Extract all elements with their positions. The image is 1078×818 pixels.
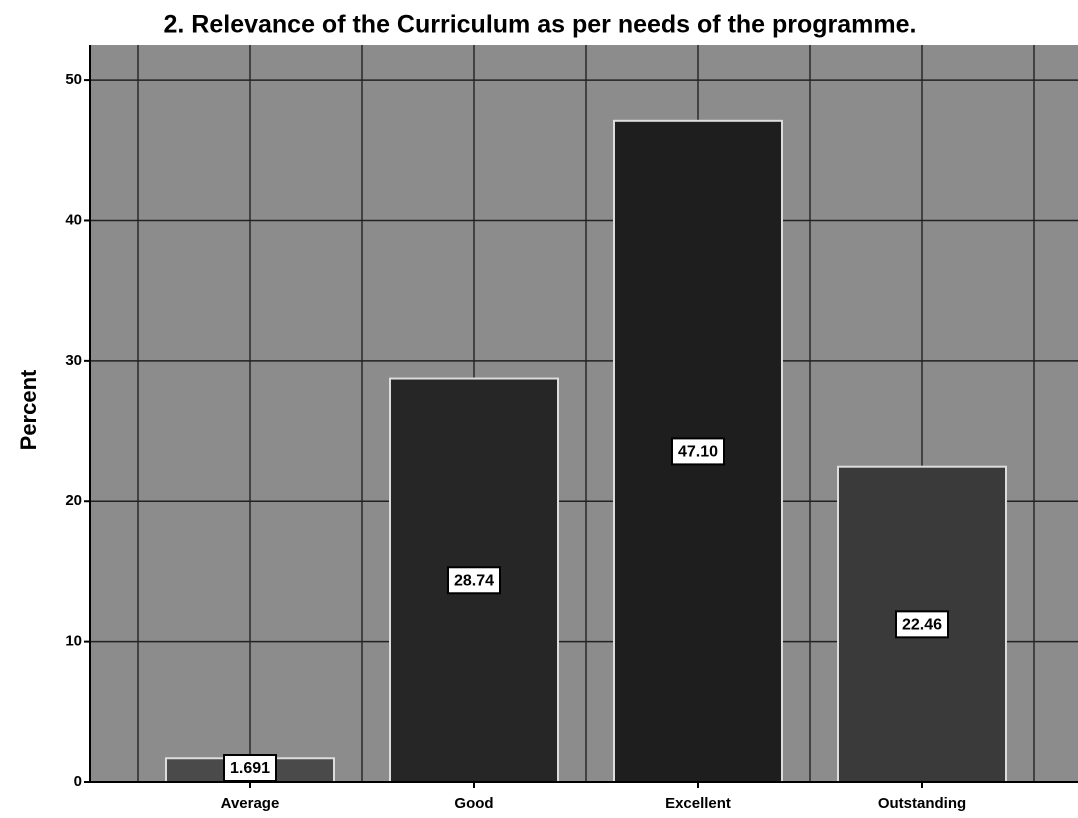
y-tick-label: 50 — [65, 71, 82, 88]
x-tick-label: Average — [221, 795, 280, 812]
chart-title: 2. Relevance of the Curriculum as per ne… — [164, 11, 917, 39]
value-label-box — [895, 610, 949, 639]
y-tick-label: 30 — [65, 352, 82, 369]
value-label-box — [671, 437, 725, 466]
value-label: 1.691 — [230, 760, 270, 777]
value-label: 47.10 — [678, 444, 718, 461]
value-label-box — [223, 754, 277, 782]
value-label: 28.74 — [454, 572, 494, 589]
y-tick-label: 0 — [74, 773, 82, 790]
x-tick-label: Good — [454, 795, 493, 812]
value-label-box — [447, 566, 501, 595]
value-label: 22.46 — [902, 617, 942, 634]
y-tick-label: 40 — [65, 211, 82, 228]
y-tick-label: 10 — [65, 633, 82, 650]
x-tick-label: Excellent — [665, 795, 731, 812]
y-axis-label: Percent — [16, 369, 41, 450]
x-tick-label: Outstanding — [878, 795, 966, 812]
y-tick-label: 20 — [65, 492, 82, 509]
